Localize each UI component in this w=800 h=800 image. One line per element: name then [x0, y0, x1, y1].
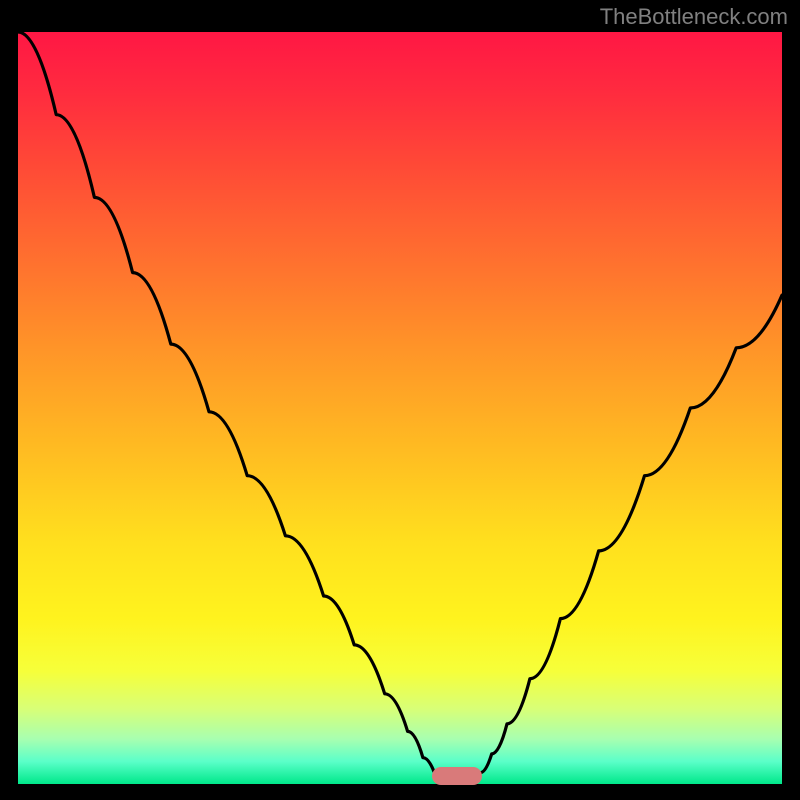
- bottleneck-marker: [432, 767, 482, 785]
- plot-area: [18, 32, 782, 784]
- watermark-text: TheBottleneck.com: [600, 4, 788, 30]
- left-curve: [18, 32, 434, 773]
- curve-layer: [18, 32, 782, 784]
- right-curve: [480, 295, 782, 773]
